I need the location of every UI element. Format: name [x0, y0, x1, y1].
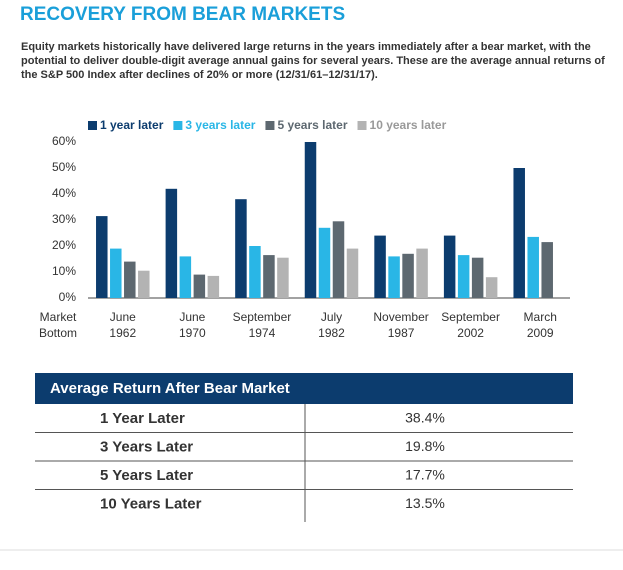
bar: [207, 275, 220, 298]
bar: [235, 199, 247, 298]
bar: [541, 242, 553, 298]
bar: [124, 261, 136, 298]
y-tick-label: 20%: [52, 238, 76, 252]
x-tick-label: 1982: [318, 326, 345, 340]
bar: [96, 216, 108, 298]
x-tick-label: June: [179, 310, 205, 324]
x-tick-label: 1974: [249, 326, 276, 340]
x-axis-label: Market: [40, 310, 77, 324]
x-tick-label: 2009: [527, 326, 554, 340]
table-row-label: 5 Years Later: [100, 467, 193, 484]
legend-label: 3 years later: [185, 118, 255, 132]
bar: [374, 235, 386, 298]
bar: [249, 246, 261, 298]
legend-label: 5 years later: [277, 118, 347, 132]
bar: [402, 253, 414, 298]
table-row-value: 17.7%: [405, 467, 445, 483]
x-tick-label: November: [373, 310, 428, 324]
bar: [416, 248, 428, 298]
bar: [485, 277, 498, 298]
y-tick-label: 10%: [52, 264, 76, 278]
bar: [471, 257, 484, 298]
table-header-bg: [35, 373, 573, 404]
bar: [263, 255, 275, 298]
x-tick-label: June: [110, 310, 136, 324]
x-tick-label: July: [321, 310, 342, 324]
legend-swatch: [88, 121, 97, 130]
table-row-value: 38.4%: [405, 410, 445, 426]
legend-label: 1 year later: [100, 118, 164, 132]
legend-swatch: [265, 121, 275, 130]
x-axis-label: Bottom: [39, 326, 77, 340]
bar: [179, 256, 192, 298]
y-tick-label: 50%: [52, 160, 76, 174]
bar: [388, 256, 400, 298]
bar: [457, 255, 470, 298]
table-row-label: 3 Years Later: [100, 438, 193, 455]
bar: [527, 236, 539, 298]
table-row-label: 10 Years Later: [100, 495, 202, 512]
bar: [346, 248, 359, 298]
bar: [443, 235, 456, 298]
bar: [318, 227, 331, 298]
x-tick-label: March: [524, 310, 557, 324]
x-tick-label: 1970: [179, 326, 206, 340]
x-tick-label: 1962: [109, 326, 136, 340]
x-tick-label: 1987: [388, 326, 415, 340]
subtitle: Equity markets historically have deliver…: [21, 41, 605, 81]
bar: [165, 188, 178, 298]
x-tick-label: September: [441, 310, 500, 324]
table-row-label: 1 Year Later: [100, 410, 185, 427]
y-tick-label: 30%: [52, 212, 76, 226]
y-tick-label: 60%: [52, 134, 76, 148]
legend-swatch: [173, 121, 183, 130]
legend-label: 10 years later: [370, 118, 447, 132]
title: RECOVERY FROM BEAR MARKETS: [20, 4, 345, 25]
x-tick-label: 2002: [457, 326, 484, 340]
bar: [110, 248, 122, 298]
table-header: Average Return After Bear Market: [50, 380, 290, 397]
bar: [304, 142, 317, 298]
bar: [513, 168, 525, 298]
y-tick-label: 40%: [52, 186, 76, 200]
bar: [277, 257, 289, 298]
bar: [332, 221, 345, 298]
legend-swatch: [357, 121, 367, 130]
bar: [193, 274, 206, 298]
table-row-value: 19.8%: [405, 438, 445, 454]
bar: [138, 270, 150, 298]
table-row-value: 13.5%: [405, 495, 445, 511]
y-tick-label: 0%: [59, 290, 77, 304]
x-tick-label: September: [233, 310, 292, 324]
